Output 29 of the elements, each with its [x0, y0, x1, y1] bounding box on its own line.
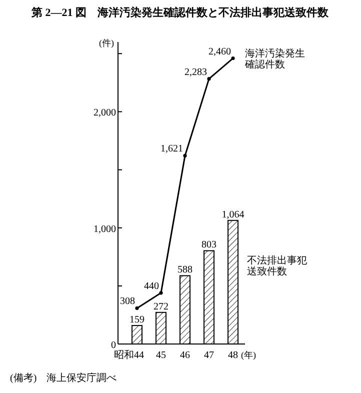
data-label: 1,064 [222, 209, 244, 220]
x-tick-label: 45 [156, 350, 166, 361]
point [207, 77, 211, 81]
y-axis-title: (件) [99, 38, 114, 48]
chart-title: 第 2―21 図 海洋汚染発生確認件数と不法排出事犯送致件数 [30, 6, 330, 19]
data-label: 308 [120, 296, 135, 308]
x-tick-label: 46 [180, 350, 190, 361]
x-axis-title: (年) [241, 350, 256, 360]
text: (備考) 海上保安庁調べ [10, 372, 117, 384]
series-label: 不法排出事犯送致件数 [247, 254, 307, 278]
point [231, 56, 235, 60]
data-label: 588 [178, 264, 192, 276]
data-label: 440 [144, 280, 159, 292]
data-label: 1,621 [160, 144, 183, 155]
point [183, 154, 187, 158]
point [135, 306, 139, 310]
series-label: 海洋汚染発生確認件数 [244, 47, 305, 70]
data-label: 159 [130, 314, 144, 326]
data-label: 272 [154, 301, 168, 312]
data-label: 803 [202, 240, 216, 251]
y-tick-label: 1,000 [94, 224, 116, 235]
x-tick-label: 48 [228, 350, 238, 361]
x-tick-label: 47 [204, 350, 214, 361]
y-tick-label: 0 [111, 340, 116, 351]
y-tick-label: 2,000 [94, 108, 116, 119]
point [159, 291, 163, 295]
data-label: 2,460 [208, 46, 231, 58]
x-tick-label: 昭和44 [114, 349, 144, 361]
data-label: 2,283 [184, 66, 207, 78]
